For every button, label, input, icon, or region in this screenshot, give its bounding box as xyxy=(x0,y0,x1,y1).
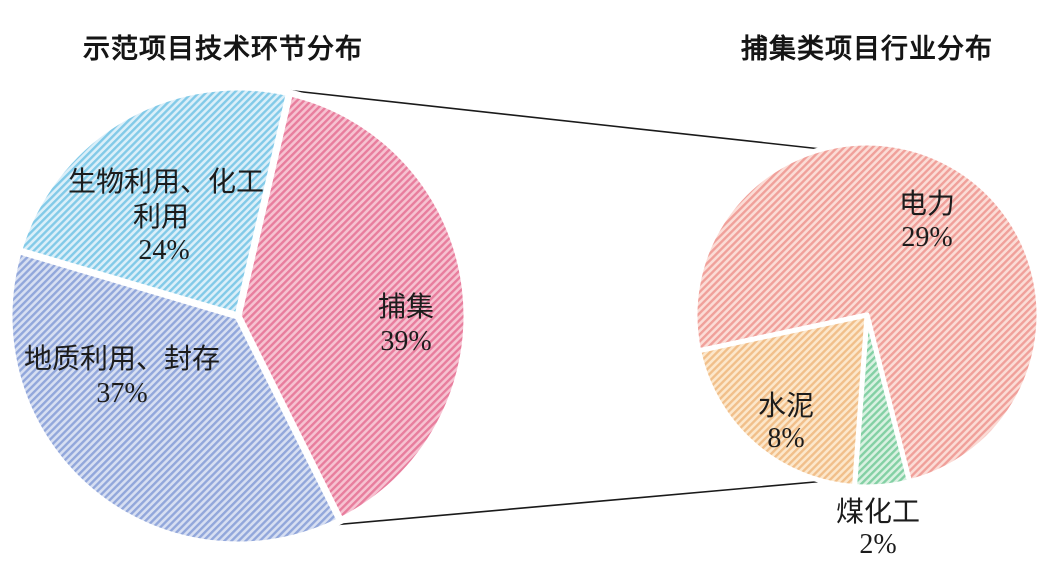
slice-pct-power: 29% xyxy=(901,222,952,253)
right-chart-title: 捕集类项目行业分布 xyxy=(741,33,993,64)
slice-label-geological: 地质利用、封存 xyxy=(24,343,220,375)
slice-label-coalchem: 煤化工 xyxy=(836,496,920,528)
pie-slice xyxy=(696,312,870,490)
slice-pct-cement: 8% xyxy=(767,423,804,454)
slice-label-capture: 捕集 xyxy=(378,291,434,323)
slice-label-cement: 水泥 xyxy=(758,390,814,422)
pie-slice xyxy=(692,140,1042,485)
slice-pct-bio: 24% xyxy=(138,235,189,266)
right-pie-chart xyxy=(692,140,1042,490)
slice-pct-geological: 37% xyxy=(96,378,147,409)
pie-slice xyxy=(5,247,345,549)
pie-slice xyxy=(15,83,294,320)
slice-pct-coalchem: 2% xyxy=(859,529,896,560)
left-pie-chart xyxy=(5,83,471,549)
callout-line-bottom xyxy=(309,480,827,528)
slice-label-bio-line1: 生物利用、化工 xyxy=(68,166,264,198)
pie-slice xyxy=(234,89,471,525)
slice-label-power: 电力 xyxy=(899,188,955,220)
callout-line-top xyxy=(275,88,822,150)
left-chart-title: 示范项目技术环节分布 xyxy=(83,34,363,64)
slice-label-bio-line2: 利用 xyxy=(133,201,189,233)
slice-pct-capture: 39% xyxy=(380,326,431,357)
